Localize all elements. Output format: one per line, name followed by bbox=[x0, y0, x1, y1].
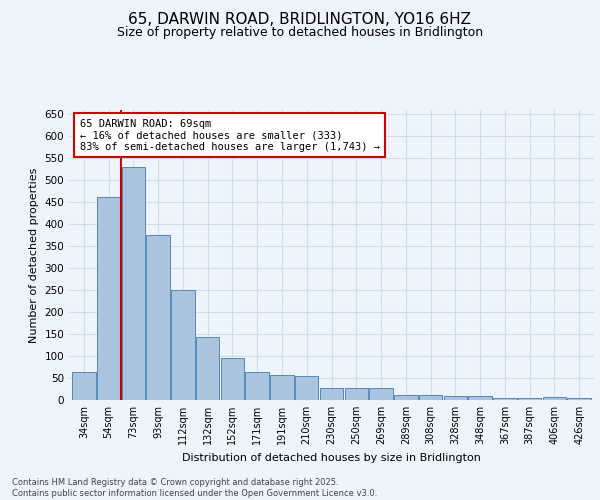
Bar bbox=[171, 290, 194, 400]
Bar bbox=[295, 376, 319, 400]
Bar bbox=[221, 358, 244, 400]
Bar bbox=[196, 337, 220, 400]
Bar bbox=[419, 395, 442, 400]
Bar bbox=[320, 388, 343, 400]
Text: Contains HM Land Registry data © Crown copyright and database right 2025.
Contai: Contains HM Land Registry data © Crown c… bbox=[12, 478, 377, 498]
Bar bbox=[245, 372, 269, 400]
Bar bbox=[344, 388, 368, 400]
Bar bbox=[122, 167, 145, 400]
Bar bbox=[394, 395, 418, 400]
Bar bbox=[72, 372, 95, 400]
Text: 65 DARWIN ROAD: 69sqm
← 16% of detached houses are smaller (333)
83% of semi-det: 65 DARWIN ROAD: 69sqm ← 16% of detached … bbox=[79, 118, 380, 152]
Bar bbox=[493, 398, 517, 400]
Bar bbox=[146, 235, 170, 400]
Bar bbox=[518, 398, 541, 400]
Bar bbox=[97, 196, 121, 400]
Bar bbox=[270, 375, 294, 400]
Text: Size of property relative to detached houses in Bridlington: Size of property relative to detached ho… bbox=[117, 26, 483, 39]
Bar bbox=[369, 388, 393, 400]
Bar bbox=[469, 396, 492, 400]
Bar bbox=[542, 397, 566, 400]
X-axis label: Distribution of detached houses by size in Bridlington: Distribution of detached houses by size … bbox=[182, 452, 481, 462]
Bar bbox=[443, 396, 467, 400]
Y-axis label: Number of detached properties: Number of detached properties bbox=[29, 168, 39, 342]
Bar bbox=[568, 398, 591, 400]
Text: 65, DARWIN ROAD, BRIDLINGTON, YO16 6HZ: 65, DARWIN ROAD, BRIDLINGTON, YO16 6HZ bbox=[128, 12, 472, 28]
